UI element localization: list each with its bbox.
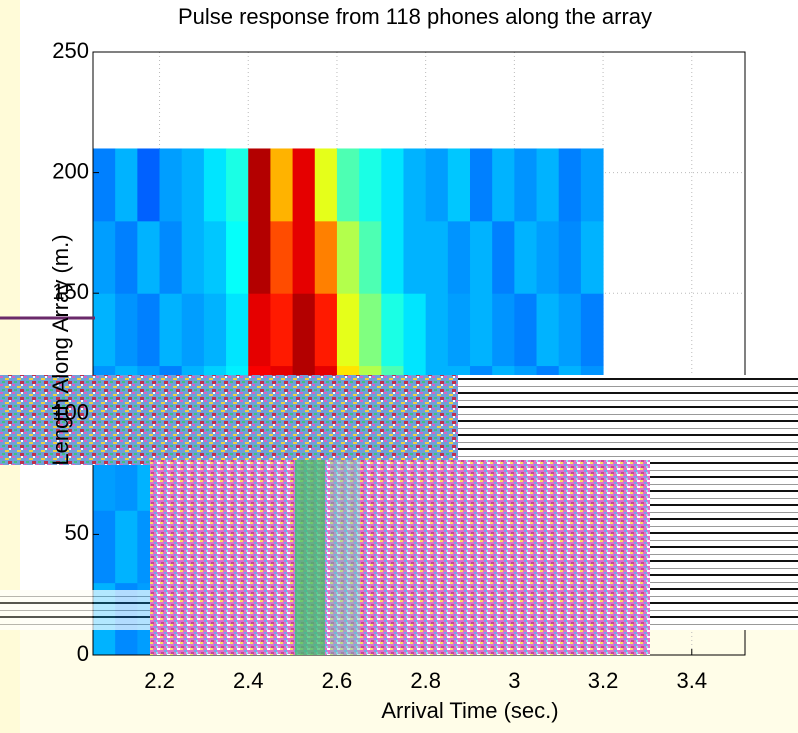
heat-cell — [93, 148, 116, 222]
heat-cell — [159, 220, 183, 294]
heat-cell — [226, 220, 249, 294]
heat-cell — [181, 148, 205, 222]
chart-title: Pulse response from 118 phones along the… — [178, 4, 652, 29]
glitch-overlay — [0, 316, 798, 655]
heat-cell — [226, 148, 249, 222]
heat-cell — [314, 220, 338, 294]
heat-cell — [137, 148, 161, 222]
heat-cell — [580, 220, 604, 294]
y-tick-label: 0 — [77, 641, 89, 666]
heat-cell — [514, 148, 538, 222]
heat-cell — [292, 293, 316, 367]
heat-cell — [336, 220, 360, 294]
heat-cell — [359, 293, 382, 367]
x-tick-label: 3 — [508, 668, 520, 693]
heat-cell — [425, 220, 449, 294]
heat-cell — [580, 148, 604, 222]
heat-cell — [447, 220, 471, 294]
heat-cell — [381, 220, 404, 294]
heat-cell — [381, 148, 404, 222]
glitch-noise — [150, 460, 650, 655]
heat-cell — [314, 293, 338, 367]
heat-cell — [492, 293, 515, 367]
heat-cell — [159, 148, 183, 222]
heat-cell — [226, 293, 249, 367]
heat-cell — [115, 293, 138, 367]
heat-cell — [359, 220, 382, 294]
heat-cell — [470, 293, 493, 367]
y-axis-label: Length Along Array (m.) — [48, 234, 73, 465]
heat-cell — [580, 293, 604, 367]
glitch-noise — [0, 375, 458, 465]
heat-cell — [203, 293, 227, 367]
glitch-stripes — [0, 590, 150, 630]
heat-cell — [270, 220, 294, 294]
side-strip — [0, 0, 20, 733]
heat-cell — [93, 293, 116, 367]
heat-cell — [359, 148, 382, 222]
heat-cell — [447, 148, 471, 222]
heat-cell — [536, 220, 560, 294]
heat-cell — [492, 148, 515, 222]
heat-cell — [292, 148, 316, 222]
heat-cell — [203, 220, 227, 294]
heat-cell — [403, 220, 427, 294]
y-tick-label: 200 — [52, 158, 89, 183]
heat-cell — [292, 220, 316, 294]
heat-cell — [403, 293, 427, 367]
heat-cell — [425, 148, 449, 222]
x-tick-label: 3.4 — [676, 668, 707, 693]
heat-cell — [314, 148, 338, 222]
heat-cell — [270, 293, 294, 367]
labels: Pulse response from 118 phones along the… — [48, 4, 707, 723]
y-tick-label: 150 — [52, 279, 89, 304]
heat-cell — [248, 148, 271, 222]
x-tick-label: 2.8 — [410, 668, 441, 693]
heat-cell — [425, 293, 449, 367]
glitch-stripes — [458, 375, 798, 470]
heat-cell — [115, 510, 138, 584]
glitch-band — [295, 460, 325, 655]
heat-cell — [514, 220, 538, 294]
heat-cell — [558, 220, 582, 294]
heat-cell — [470, 148, 493, 222]
heat-cell — [248, 293, 271, 367]
glitch-stripes — [650, 470, 798, 630]
y-tick-label: 50 — [65, 520, 89, 545]
heat-cell — [447, 293, 471, 367]
heat-cell — [181, 293, 205, 367]
heat-cell — [536, 293, 560, 367]
y-tick-label: 100 — [52, 400, 89, 425]
heat-cell — [381, 293, 404, 367]
heat-cell — [536, 148, 560, 222]
heat-cell — [248, 220, 271, 294]
heat-cell — [115, 220, 138, 294]
heat-cell — [403, 148, 427, 222]
heat-cell — [558, 148, 582, 222]
y-tick-label: 250 — [52, 38, 89, 63]
heat-cell — [336, 148, 360, 222]
heat-cell — [514, 293, 538, 367]
x-tick-label: 2.4 — [233, 668, 264, 693]
heat-cell — [93, 510, 116, 584]
heat-cell — [137, 293, 161, 367]
heat-cell — [470, 220, 493, 294]
x-tick-label: 2.6 — [322, 668, 353, 693]
heat-cell — [492, 220, 515, 294]
heat-cell — [336, 293, 360, 367]
heat-cell — [558, 293, 582, 367]
x-tick-label: 3.2 — [588, 668, 619, 693]
heat-cell — [137, 220, 161, 294]
heat-cell — [159, 293, 183, 367]
heat-cell — [181, 220, 205, 294]
heat-cell — [203, 148, 227, 222]
heat-cell — [270, 148, 294, 222]
heat-cell — [115, 148, 138, 222]
x-axis-label: Arrival Time (sec.) — [381, 698, 558, 723]
heat-cell — [93, 220, 116, 294]
x-tick-label: 2.2 — [144, 668, 175, 693]
glitch-band — [330, 460, 360, 655]
